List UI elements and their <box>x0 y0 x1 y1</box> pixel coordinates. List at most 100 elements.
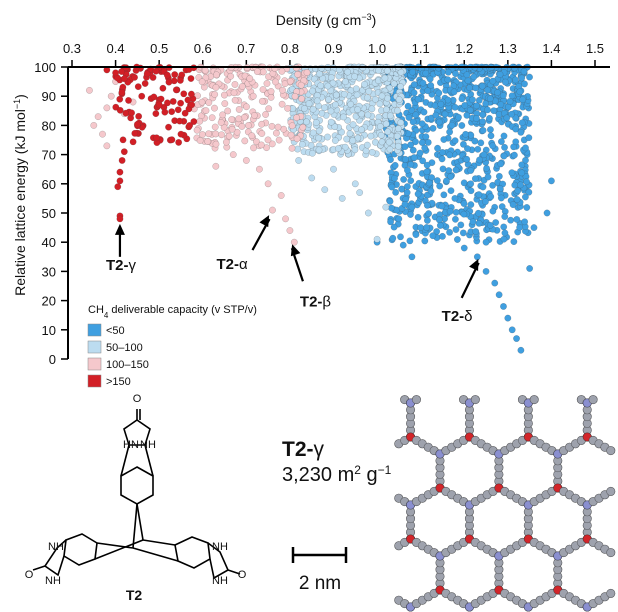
data-point <box>425 210 433 218</box>
data-point <box>395 215 403 223</box>
data-point <box>419 157 427 165</box>
data-point <box>484 173 492 181</box>
data-point <box>501 213 509 221</box>
data-point <box>507 216 515 224</box>
data-point <box>131 73 138 81</box>
data-point <box>211 90 219 98</box>
data-point <box>169 97 177 105</box>
data-points <box>85 63 555 354</box>
data-point <box>353 91 361 99</box>
data-point <box>395 96 403 104</box>
data-point <box>463 71 471 79</box>
atom-sphere <box>606 446 616 456</box>
data-point <box>386 197 394 205</box>
data-point <box>245 121 252 129</box>
top-benzene-ring <box>120 466 154 505</box>
data-point <box>500 132 508 140</box>
crystal-lattice <box>394 395 616 612</box>
data-point <box>112 69 120 77</box>
data-point <box>235 115 243 123</box>
data-point <box>508 326 516 334</box>
data-point <box>242 156 250 164</box>
data-point <box>221 100 229 108</box>
data-point <box>513 215 521 223</box>
data-point <box>351 146 359 154</box>
data-point <box>510 151 518 159</box>
data-point <box>512 76 519 84</box>
data-point <box>327 118 335 126</box>
data-point <box>484 106 491 114</box>
data-point <box>526 265 534 272</box>
data-point <box>367 132 375 140</box>
data-point <box>520 67 528 75</box>
data-point <box>473 102 481 110</box>
data-point <box>406 237 414 245</box>
annotation-arrowhead <box>114 223 125 235</box>
data-point <box>489 181 497 189</box>
data-point <box>403 183 411 190</box>
molecule-t2 <box>32 409 241 580</box>
data-point <box>250 144 257 152</box>
data-point <box>196 137 204 144</box>
data-point <box>501 229 509 237</box>
data-point <box>401 200 409 208</box>
data-point <box>518 74 526 82</box>
data-point <box>382 120 390 128</box>
data-point <box>204 138 212 145</box>
data-point <box>424 138 432 146</box>
data-point <box>414 213 422 221</box>
data-point <box>329 79 337 87</box>
data-point <box>412 111 420 119</box>
data-point <box>486 114 493 122</box>
data-point <box>103 104 111 112</box>
data-point <box>299 123 307 131</box>
data-point <box>103 142 111 150</box>
data-point <box>382 203 390 211</box>
data-point <box>305 100 313 108</box>
data-point <box>168 108 176 116</box>
data-point <box>180 90 188 98</box>
data-point <box>331 101 339 109</box>
data-point <box>425 179 433 187</box>
annotation-label: T2-γ <box>106 257 137 274</box>
data-point <box>265 105 273 113</box>
data-point <box>497 194 505 202</box>
data-point <box>421 144 429 152</box>
data-point <box>385 138 393 146</box>
top-urea-ring <box>123 419 151 446</box>
data-point <box>258 97 266 105</box>
data-point <box>363 94 371 102</box>
atom-label: NH <box>48 541 64 553</box>
y-tick-label: 20 <box>42 294 56 309</box>
data-point <box>455 113 462 121</box>
data-point <box>461 101 469 109</box>
data-point <box>242 103 250 111</box>
data-point <box>437 100 445 108</box>
data-point <box>491 279 499 287</box>
data-point <box>150 93 158 101</box>
data-point <box>374 66 382 74</box>
atom-label: NH <box>212 541 228 553</box>
data-point <box>427 114 435 122</box>
data-point <box>438 202 446 210</box>
data-point <box>429 124 437 132</box>
data-point <box>238 122 246 130</box>
data-point <box>452 70 459 78</box>
x-tick-label: 0.4 <box>107 41 125 56</box>
data-point <box>407 177 415 185</box>
data-point <box>143 70 151 78</box>
data-point <box>275 136 283 144</box>
data-point <box>212 162 220 170</box>
data-point <box>213 71 220 79</box>
data-point <box>235 105 243 113</box>
data-point <box>267 88 275 95</box>
data-point <box>318 109 326 117</box>
data-point <box>486 221 494 229</box>
data-point <box>250 111 258 119</box>
data-point <box>218 131 225 139</box>
data-point <box>513 335 520 343</box>
data-point <box>525 188 533 196</box>
x-tick-label: 1.0 <box>368 41 386 56</box>
data-point <box>391 161 399 169</box>
data-point <box>518 169 526 177</box>
